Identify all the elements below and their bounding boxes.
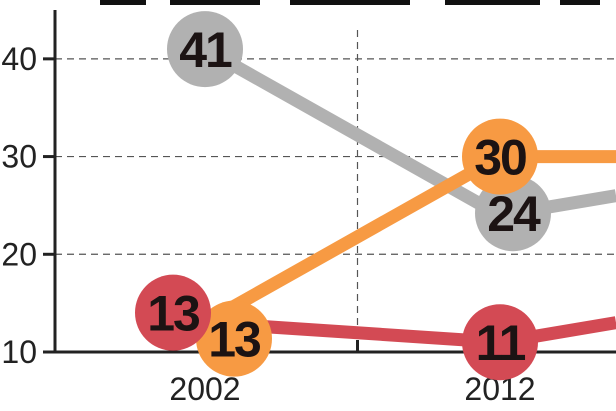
data-point-label: 30 [474,130,526,186]
data-point-circle [462,304,538,381]
data-point-label: 41 [179,22,232,78]
data-point-circle [135,274,211,351]
data-point-marker: 13 [196,300,272,377]
x-tick-label: 2002 [169,371,240,407]
y-tick-label: 30 [1,139,37,175]
y-tick-label: 40 [1,41,37,77]
data-point-circle [196,300,272,377]
data-point-label: 13 [147,286,199,342]
data-point-circle [462,118,538,195]
series-lines [201,43,616,349]
y-tick-label: 20 [1,236,37,272]
series-line-0 [201,43,616,222]
data-point-circle [475,175,551,252]
data-point-marker: 30 [462,118,538,195]
data-point-label: 24 [487,186,541,242]
data-point-circle [167,11,243,88]
data-point-marker: 13 [135,274,211,351]
data-point-label: 11 [476,315,526,371]
cropped-title [100,0,600,5]
series-line-1 [201,150,616,329]
data-point-marker: 24 [475,175,551,252]
data-point-label: 13 [208,312,260,368]
data-point-marker: 41 [167,11,243,88]
y-tick-label: 10 [1,334,37,370]
data-point-marker: 11 [462,304,538,381]
